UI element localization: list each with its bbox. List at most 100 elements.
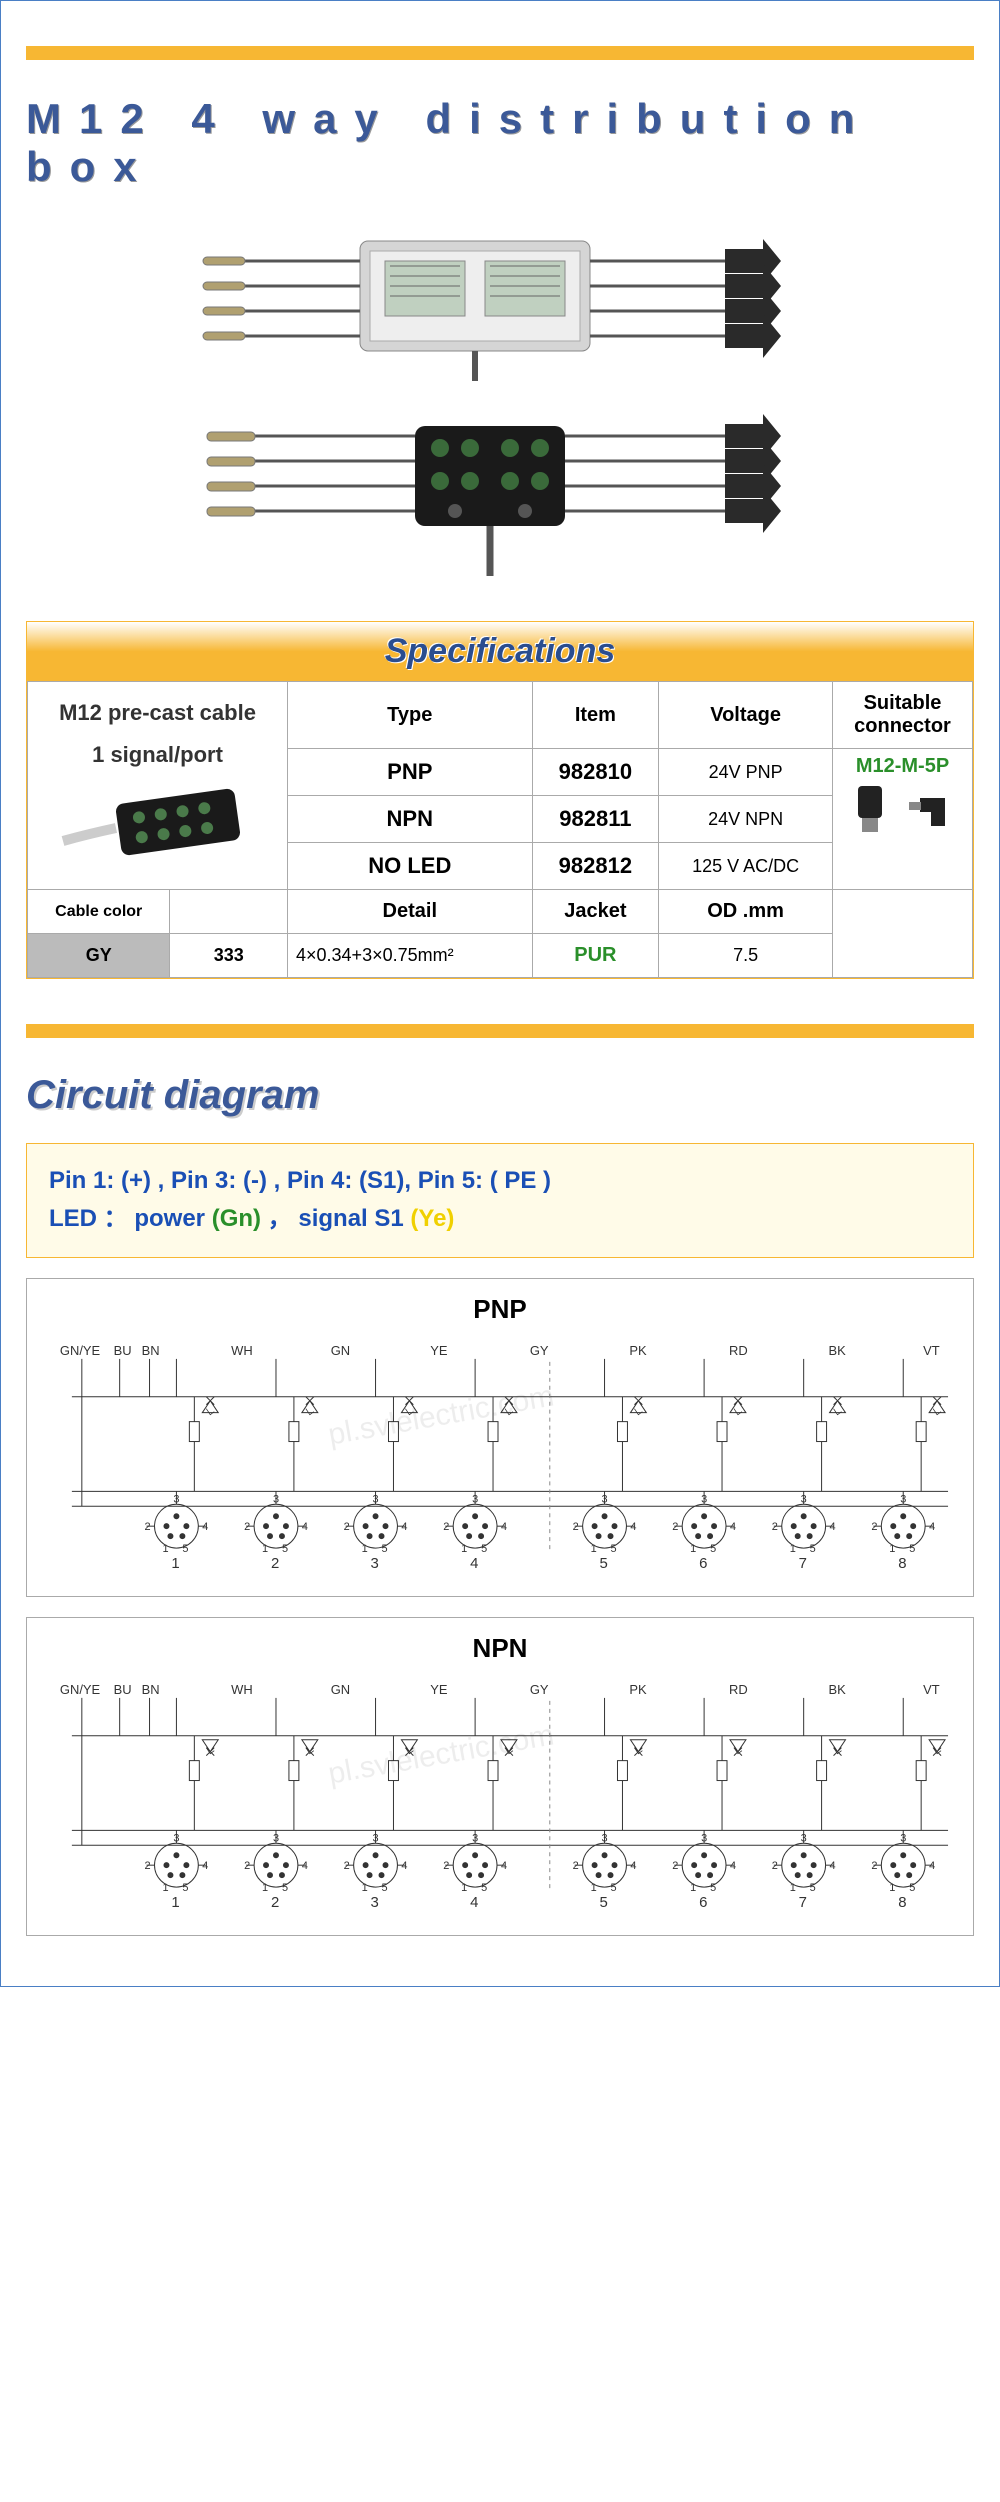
svg-text:GN: GN (331, 1343, 350, 1358)
svg-text:5: 5 (909, 1543, 915, 1555)
spec-table: M12 pre-cast cable 1 signal/port Type It… (27, 681, 973, 978)
svg-text:1: 1 (171, 1894, 179, 1911)
svg-text:5: 5 (282, 1543, 288, 1555)
svg-text:GN/YE: GN/YE (60, 1343, 101, 1358)
svg-text:5: 5 (600, 1894, 608, 1911)
table-row: GY 333 4×0.34+3×0.75mm² PUR 7.5 (28, 934, 973, 978)
svg-text:4: 4 (401, 1521, 407, 1533)
svg-text:3: 3 (472, 1832, 478, 1844)
cell-jacket: PUR (532, 934, 659, 978)
svg-text:2: 2 (573, 1860, 579, 1872)
cell-cable-color: GY (28, 934, 170, 978)
cell-item: 982812 (532, 843, 659, 890)
svg-text:1: 1 (162, 1882, 168, 1894)
svg-text:4: 4 (730, 1860, 736, 1872)
svg-text:1: 1 (162, 1543, 168, 1555)
svg-text:WH: WH (231, 1682, 253, 1697)
svg-text:7: 7 (799, 1555, 807, 1572)
circuit-title: Circuit diagram (26, 1073, 974, 1118)
svg-text:3: 3 (173, 1832, 179, 1844)
svg-text:1: 1 (262, 1882, 268, 1894)
svg-text:2: 2 (145, 1521, 151, 1533)
svg-text:3: 3 (373, 1493, 379, 1505)
connector-model: M12-M-5P (839, 755, 966, 778)
npn-label: NPN (42, 1633, 958, 1664)
pnp-label: PNP (42, 1294, 958, 1325)
pin-5: Pin 5: ( PE ) (418, 1167, 551, 1194)
distribution-box-illustration (125, 221, 875, 381)
hub-thumbnail (58, 776, 258, 866)
svg-text:BN: BN (142, 1343, 160, 1358)
svg-text:GY: GY (530, 1343, 549, 1358)
pnp-circuit-box: PNP GN/YE BU BN WH GN YE GY PK RD BK VT (26, 1278, 974, 1597)
svg-text:VT: VT (923, 1682, 940, 1697)
svg-text:3: 3 (602, 1832, 608, 1844)
svg-text:1: 1 (362, 1882, 368, 1894)
svg-text:3: 3 (801, 1832, 807, 1844)
svg-text:5: 5 (810, 1882, 816, 1894)
svg-text:1: 1 (690, 1882, 696, 1894)
svg-text:2: 2 (344, 1860, 350, 1872)
pin-4: Pin 4: (S1), (287, 1167, 418, 1194)
svg-text:5: 5 (710, 1543, 716, 1555)
svg-text:3: 3 (900, 1832, 906, 1844)
svg-text:5: 5 (282, 1882, 288, 1894)
svg-text:4: 4 (830, 1860, 836, 1872)
product-image-area (26, 221, 974, 581)
svg-text:3: 3 (701, 1493, 707, 1505)
cell-voltage: 24V PNP (659, 749, 833, 796)
pin-description-box: Pin 1: (+) , Pin 3: (-) , Pin 4: (S1), P… (26, 1143, 974, 1258)
col-item: Item (532, 682, 659, 749)
svg-text:4: 4 (302, 1860, 308, 1872)
svg-text:3: 3 (701, 1832, 707, 1844)
svg-text:YE: YE (430, 1682, 448, 1697)
svg-text:4: 4 (202, 1860, 208, 1872)
svg-text:5: 5 (710, 1882, 716, 1894)
cable-title-2: 1 signal/port (36, 734, 279, 776)
cell-type: PNP (288, 749, 533, 796)
svg-text:2: 2 (244, 1860, 250, 1872)
svg-text:5: 5 (481, 1882, 487, 1894)
svg-text:4: 4 (470, 1555, 478, 1572)
svg-text:2: 2 (145, 1860, 151, 1872)
hdr-od: OD .mm (659, 890, 833, 934)
pin-3: Pin 3: (-) , (171, 1167, 287, 1194)
cell-voltage: 24V NPN (659, 796, 833, 843)
spec-header: Specifications (27, 622, 973, 681)
svg-text:1: 1 (262, 1543, 268, 1555)
cell-detail: 4×0.34+3×0.75mm² (288, 934, 533, 978)
svg-text:4: 4 (929, 1521, 935, 1533)
svg-text:4: 4 (302, 1521, 308, 1533)
pin-1: Pin 1: (+) , (49, 1167, 171, 1194)
svg-text:5: 5 (182, 1882, 188, 1894)
svg-text:3: 3 (801, 1493, 807, 1505)
connector-angle-icon (905, 778, 965, 838)
svg-text:4: 4 (501, 1860, 507, 1872)
svg-text:2: 2 (772, 1860, 778, 1872)
svg-text:VT: VT (923, 1343, 940, 1358)
mid-accent-bar (26, 1024, 974, 1038)
svg-text:RD: RD (729, 1343, 748, 1358)
svg-text:2: 2 (871, 1521, 877, 1533)
svg-text:RD: RD (729, 1682, 748, 1697)
hdr-cable-color: Cable color (28, 890, 170, 934)
svg-text:4: 4 (730, 1521, 736, 1533)
svg-text:3: 3 (900, 1493, 906, 1505)
svg-text:5: 5 (382, 1882, 388, 1894)
hub-illustration (125, 406, 875, 576)
svg-text:GN/YE: GN/YE (60, 1682, 101, 1697)
top-accent-bar (26, 46, 974, 60)
led-sep: ， (268, 1205, 292, 1232)
svg-text:8: 8 (898, 1894, 906, 1911)
svg-text:5: 5 (909, 1882, 915, 1894)
led-power: power (134, 1205, 205, 1232)
svg-text:2: 2 (271, 1894, 279, 1911)
svg-text:2: 2 (772, 1521, 778, 1533)
svg-text:GY: GY (530, 1682, 549, 1697)
col-voltage: Voltage (659, 682, 833, 749)
hdr-blank (170, 890, 288, 934)
svg-text:5: 5 (481, 1543, 487, 1555)
cell-type: NPN (288, 796, 533, 843)
page-title: M12 4 way distribution box (26, 95, 974, 191)
svg-text:2: 2 (443, 1521, 449, 1533)
